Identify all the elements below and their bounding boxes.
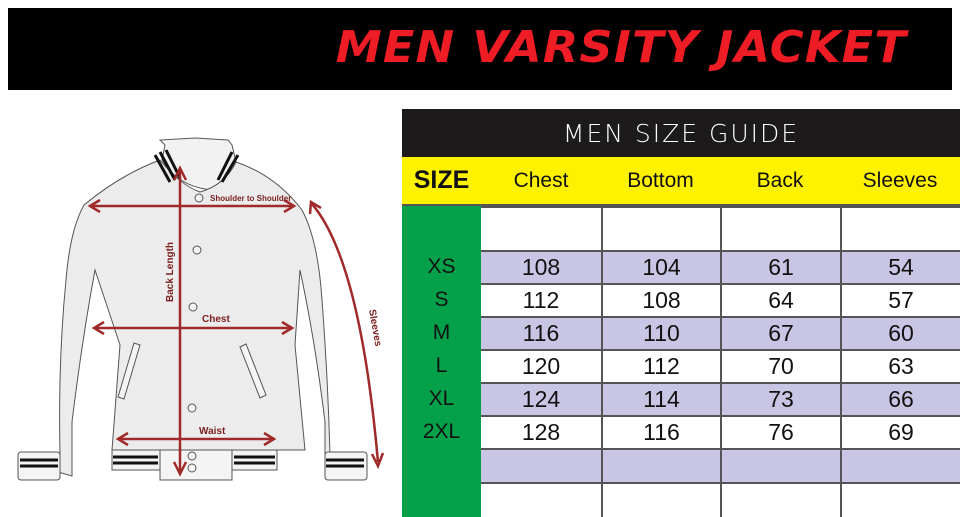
column-header-bottom: Bottom [627,169,694,192]
table-cell: 104 [601,252,720,283]
table-cell [601,208,720,250]
table-cell: 73 [720,384,840,415]
buttons [187,193,204,473]
table-cell: 67 [720,318,840,349]
table-cell: 70 [720,351,840,382]
table-row [481,448,960,482]
table-cell [720,208,840,250]
chest-label: Chest [202,314,230,325]
table-row: 128 116 76 69 [481,415,960,448]
table-cell: 64 [720,285,840,316]
size-label: 2XL [422,419,461,443]
column-header-back: Back [756,169,804,192]
size-guide-table: MEN SIZE GUIDE SIZE Chest Bottom Back Sl… [402,109,960,517]
size-column [402,206,481,517]
size-label: XS [427,254,456,278]
column-headers: SIZE Chest Bottom Back Sleeves [402,157,960,206]
table-cell: 112 [601,351,720,382]
table-cell: 60 [840,318,960,349]
table-cell: 63 [840,351,960,382]
table-cell: 108 [601,285,720,316]
table-row: 108 104 61 54 [481,250,960,283]
table-cell: 116 [601,417,720,448]
measurement-arrows [87,165,385,477]
size-guide-title: MEN SIZE GUIDE [402,109,960,157]
pockets [117,342,267,400]
column-header-sleeves: Sleeves [862,169,938,192]
table-cell [481,450,601,482]
table-cell [840,484,960,517]
table-row: 116 110 67 60 [481,316,960,349]
table-cell [601,484,720,517]
table-cell: 57 [840,285,960,316]
table-cell: 76 [720,417,840,448]
table-row [481,206,960,250]
size-label: XL [428,386,455,410]
size-label: L [435,353,448,377]
table-cell: 112 [522,287,560,313]
jacket-diagram: Shoulder to Shoulder Chest Waist Back Le… [17,137,385,481]
waist-label: Waist [199,426,226,437]
table-cell [481,208,601,250]
table-cell: 69 [840,417,960,448]
page-title: MEN VARSITY JACKET [336,22,907,73]
sleeves-label: Sleeves [366,309,383,348]
column-header-size: SIZE [413,166,470,194]
table-row: 120 112 70 63 [481,349,960,382]
table-cell: 108 [521,254,561,280]
table-cell: 124 [521,386,561,412]
table-cell: 110 [601,318,720,349]
size-label: S [434,287,449,311]
table-row [481,482,960,517]
table-cell [601,450,720,482]
table-cell [840,208,960,250]
table-row: 112 108 64 57 [481,283,960,316]
table-cell: 120 [521,353,561,379]
table-cell: 66 [840,384,960,415]
column-header-chest: Chest [513,169,569,192]
table-cell: 128 [521,419,561,445]
shoulder-label: Shoulder to Shoulder [210,194,291,203]
table-row: 124 114 73 66 [481,382,960,415]
table-cell [720,450,840,482]
table-cell: 116 [522,320,560,346]
table-cell: 61 [720,252,840,283]
back-length-label: Back Length [165,242,176,302]
table-cell: 114 [601,384,720,415]
size-label: M [432,320,451,344]
table-cell: 54 [840,252,960,283]
table-cell [481,484,601,517]
table-cell [840,450,960,482]
title-banner: MEN VARSITY JACKET [8,8,952,90]
table-cell [720,484,840,517]
